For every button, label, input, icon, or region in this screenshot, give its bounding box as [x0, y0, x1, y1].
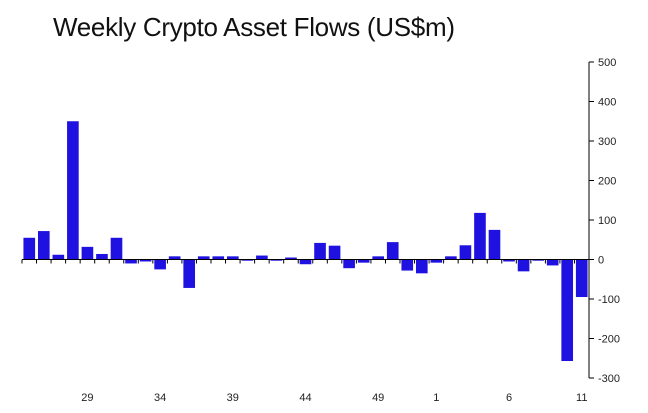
zero-axis-group	[21, 259, 590, 264]
x-axis-labels-group: 29 34 39 44 49 1 6 11	[81, 392, 587, 404]
bar-week-50	[386, 242, 399, 260]
bar-week-38	[212, 256, 225, 260]
y-tick-label: 200	[598, 176, 616, 188]
bar-week-3	[459, 245, 472, 260]
bar-week-7	[517, 259, 530, 272]
bar-week-46	[328, 245, 341, 260]
bar-week-43	[285, 257, 297, 260]
bar-week-41	[256, 255, 268, 260]
x-tick-label: 49	[372, 392, 384, 404]
bar-week-10	[561, 259, 574, 362]
bar-week-40	[241, 259, 254, 261]
bar-week-6	[503, 259, 515, 262]
bar-week-5	[488, 229, 501, 260]
chart-title: Weekly Crypto Asset Flows (US$m)	[53, 12, 455, 42]
bar-week-31	[110, 237, 123, 260]
y-tick-label: 400	[598, 97, 616, 109]
bar-week-27	[52, 254, 65, 260]
bar-week-47	[343, 259, 355, 269]
x-tick-label: 1	[433, 392, 439, 404]
bar-week-4	[474, 212, 486, 260]
bar-week-44	[299, 259, 312, 265]
bar-week-8	[532, 259, 544, 261]
y-tick-label: 100	[598, 215, 616, 227]
x-tick-label: 39	[227, 392, 239, 404]
bar-week-36	[183, 259, 196, 288]
x-tick-label: 11	[576, 392, 587, 404]
bar-week-33	[139, 259, 152, 262]
bar-week-34	[154, 259, 166, 270]
y-tick-label: -100	[598, 294, 620, 306]
bar-week-30	[96, 253, 108, 260]
bar-week-9	[546, 259, 559, 266]
bar-week-25	[23, 237, 36, 260]
y-tick-label: -300	[598, 373, 620, 385]
bars-group	[23, 121, 588, 362]
x-tick-label: 44	[299, 392, 311, 404]
bar-week-28	[67, 121, 79, 260]
y-tick-label: 300	[598, 136, 616, 148]
bar-week-26	[37, 231, 50, 260]
bar-week-35	[168, 256, 181, 260]
bar-week-49	[372, 256, 385, 260]
bar-week-45	[314, 242, 326, 260]
y-tick-label: -200	[598, 334, 620, 346]
y-axis-group: 500 400 300 200 100 0 -100 -200 -300	[588, 57, 620, 385]
bar-week-1	[430, 259, 443, 263]
bar-week-32	[125, 259, 137, 264]
x-tick-label: 29	[81, 392, 93, 404]
x-tick-label: 34	[154, 392, 166, 404]
bar-week-52	[415, 259, 428, 274]
bar-week-39	[226, 256, 239, 260]
bar-week-51	[401, 259, 414, 271]
y-tick-label: 500	[598, 57, 616, 69]
y-tick-label: 0	[598, 255, 604, 267]
x-tick-label: 6	[506, 392, 512, 404]
bar-week-11	[575, 259, 588, 298]
bar-week-37	[197, 256, 210, 260]
bar-week-42	[270, 259, 283, 261]
bar-week-48	[357, 259, 370, 263]
bar-week-2	[445, 256, 457, 260]
bar-week-29	[81, 246, 94, 260]
